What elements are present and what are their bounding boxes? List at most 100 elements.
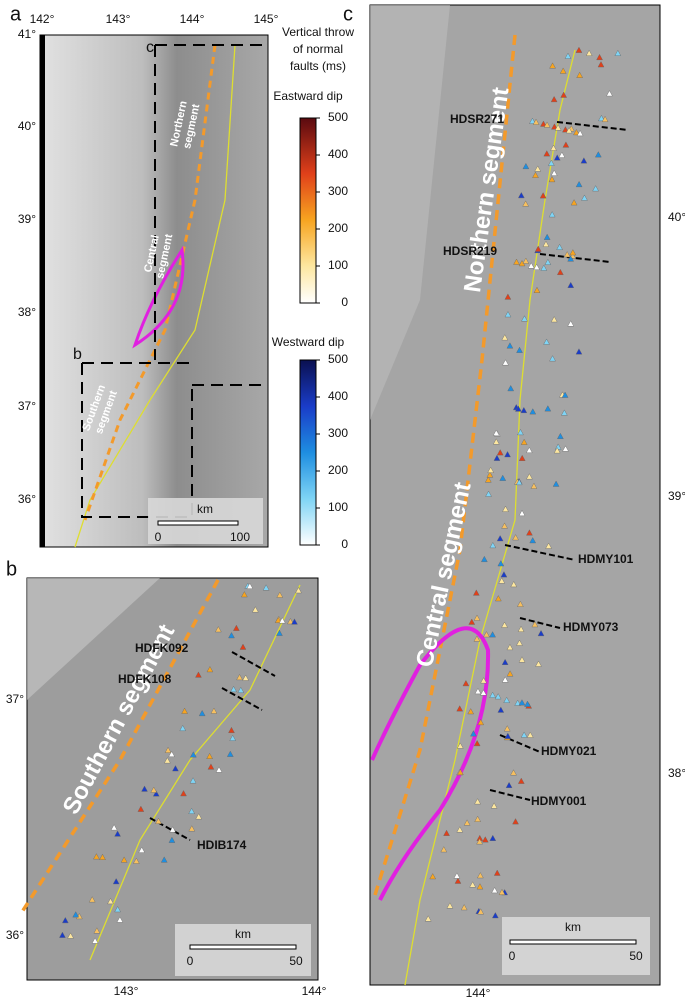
- scale-unit: km: [235, 927, 251, 941]
- fault-symbol: [472, 589, 480, 596]
- fault-symbol: [581, 194, 588, 201]
- lat-tick-label: 38°: [18, 305, 36, 319]
- fault-symbol: [424, 915, 432, 922]
- fault-symbol: [160, 856, 168, 863]
- fault-symbol: [456, 742, 464, 749]
- fault-symbol: [155, 817, 162, 824]
- colorbar-title: Eastward dip: [273, 89, 343, 103]
- fault-symbol: [440, 846, 448, 853]
- fault-symbol: [228, 726, 235, 733]
- fault-symbol: [230, 685, 237, 693]
- fault-symbol: [567, 320, 575, 327]
- lat-tick-label: 37°: [18, 399, 36, 413]
- fault-symbol: [169, 826, 176, 833]
- colorbar-tick-label: 100: [328, 258, 348, 272]
- scale-label: 0: [155, 530, 162, 544]
- lat-tick-label: 39°: [668, 489, 685, 503]
- fault-symbol: [548, 211, 556, 218]
- box-label: b: [73, 346, 82, 363]
- fault-symbol: [505, 781, 513, 788]
- fault-symbol: [481, 836, 489, 843]
- coastline: [89, 584, 301, 961]
- trench-axis: [18, 579, 220, 916]
- fault-symbol: [543, 150, 551, 157]
- fault-symbol: [195, 671, 202, 678]
- fault-symbol: [534, 245, 542, 252]
- fault-symbol: [547, 159, 555, 166]
- fault-symbol: [460, 904, 468, 911]
- colorbar-tick-label: 500: [328, 110, 348, 124]
- fault-symbol: [246, 582, 254, 589]
- fault-symbol: [553, 154, 561, 161]
- fault-symbol: [517, 625, 525, 632]
- box-label: c: [146, 39, 154, 56]
- fault-symbol: [499, 474, 507, 481]
- fault-symbol: [278, 617, 286, 624]
- fault-symbol: [537, 629, 545, 637]
- fault-symbol: [554, 124, 562, 131]
- fault-symbol: [514, 405, 522, 412]
- fault-symbol: [549, 355, 556, 362]
- colorbar-tick-label: 400: [328, 147, 348, 161]
- lat-tick-label: 39°: [18, 212, 36, 226]
- profile-line: [231, 651, 276, 677]
- relief: [370, 5, 450, 420]
- fault-symbol: [502, 505, 509, 512]
- fault-symbol: [456, 826, 464, 833]
- fault-symbol: [493, 454, 501, 461]
- fault-symbol: [179, 724, 187, 731]
- colorbar-tick-label: 200: [328, 221, 348, 235]
- lat-tick-label: 37°: [6, 692, 24, 706]
- fault-symbol: [506, 670, 514, 677]
- fault-symbol: [513, 258, 520, 265]
- fault-symbol: [189, 777, 197, 784]
- fault-symbol: [520, 406, 528, 414]
- legend: Vertical throw of normal faults (ms) Eas…: [272, 25, 355, 551]
- fault-symbol: [550, 316, 558, 323]
- fault-symbol: [533, 263, 541, 270]
- fault-symbol: [494, 693, 502, 700]
- fault-symbol: [562, 141, 570, 148]
- fault-symbol: [137, 805, 145, 812]
- profile-line: [489, 789, 531, 801]
- profile-label: HDFK092: [135, 641, 189, 655]
- fault-symbol: [562, 126, 569, 133]
- fault-symbol: [558, 151, 566, 158]
- fault-symbol: [489, 834, 497, 841]
- fault-symbol: [489, 541, 497, 549]
- fault-symbol: [563, 251, 571, 258]
- fault-symbol: [543, 233, 551, 240]
- fault-symbol: [181, 707, 188, 714]
- fault-symbol: [506, 643, 514, 651]
- fault-symbol: [473, 739, 481, 747]
- fault-symbol: [469, 881, 476, 888]
- fault-symbol: [570, 199, 578, 206]
- fault-symbol: [168, 750, 175, 757]
- fault-symbol: [207, 763, 215, 770]
- lon-tick-label: 145°: [254, 12, 279, 26]
- fault-symbol: [556, 243, 563, 250]
- fault-symbol: [575, 180, 583, 188]
- fault-symbol: [561, 391, 569, 398]
- fault-symbol: [214, 626, 222, 633]
- fault-symbol: [493, 869, 501, 876]
- fault-symbol: [559, 67, 567, 74]
- fault-symbol: [457, 768, 464, 775]
- fault-symbol: [503, 725, 511, 732]
- fault-symbol: [548, 175, 556, 183]
- fault-symbol: [503, 696, 511, 703]
- fault-symbol: [239, 643, 247, 650]
- fault-symbol: [495, 595, 502, 602]
- fault-symbol: [241, 591, 248, 598]
- fault-symbol: [276, 591, 284, 598]
- fault-symbol: [518, 509, 526, 517]
- panel-label: b: [6, 558, 17, 580]
- fault-symbol: [429, 873, 437, 880]
- fault-symbol: [504, 451, 511, 458]
- fault-symbol: [492, 912, 499, 919]
- fault-symbol: [262, 584, 270, 591]
- profile-label: HDIB174: [197, 838, 247, 852]
- fault-symbol: [462, 680, 470, 687]
- profile-line: [504, 544, 576, 561]
